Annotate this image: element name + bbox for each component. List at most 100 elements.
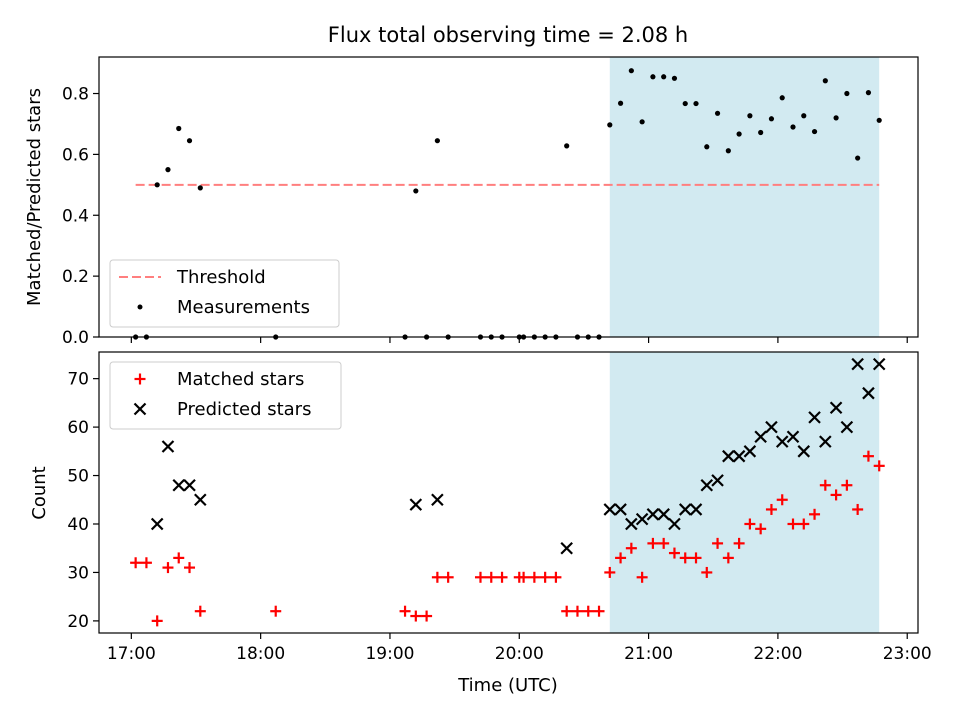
- matched-stars-point: [604, 566, 616, 578]
- matched-stars-point: [733, 537, 745, 549]
- x-tick-label: 17:00: [107, 644, 156, 664]
- legend-measurements-label: Measurements: [177, 297, 310, 318]
- matched-stars-point: [571, 605, 583, 617]
- matched-stars-point: [830, 489, 842, 501]
- x-tick-label: 20:00: [495, 644, 544, 664]
- measurement-point: [186, 138, 193, 144]
- predicted-stars-point: [851, 357, 864, 371]
- matched-stars-point: [528, 571, 540, 583]
- predicted-stars-point: [711, 474, 724, 487]
- matched-stars-point: [679, 552, 691, 564]
- matched-stars-point: [722, 552, 734, 564]
- measurement-point: [661, 74, 667, 80]
- x-axis-label: Time (UTC): [457, 675, 558, 696]
- y-tick-label: 0.4: [62, 206, 89, 226]
- count-panel: 20 30 40 50 60 70 17:00 18:00 19:00 20:00 21:00 22…: [29, 351, 932, 696]
- matched-stars-point: [151, 615, 163, 627]
- predicted-stars-point: [743, 445, 757, 458]
- x-tick-label: 18:00: [236, 644, 285, 664]
- matched-stars-point: [442, 571, 454, 583]
- predicted-stars-point: [840, 420, 854, 434]
- matched-stars-point: [399, 605, 411, 617]
- count-panel-frame: [98, 351, 919, 634]
- count-panel-ylabel: Count: [29, 466, 50, 519]
- measurement-point: [639, 119, 645, 125]
- predicted-stars-point: [150, 517, 164, 531]
- measurement-point: [434, 138, 440, 144]
- y-tick-label: 20: [67, 612, 89, 632]
- y-tick-label: 0.2: [62, 267, 89, 287]
- legend-measurements-swatch: [137, 304, 143, 310]
- measurement-point: [197, 185, 203, 191]
- matched-stars-point: [184, 562, 196, 574]
- predicted-stars-point: [700, 478, 714, 492]
- measurement-point: [564, 143, 570, 149]
- y-tick-label: 0.6: [62, 145, 89, 165]
- predicted-stars-point: [829, 401, 843, 414]
- predicted-stars-point: [797, 445, 811, 458]
- y-tick-label: 40: [67, 515, 89, 535]
- predicted-stars-point: [872, 357, 886, 371]
- ratio-panel: 0.00.20.40.60.8 Matched/Predicted stars …: [24, 56, 919, 348]
- predicted-stars-point: [689, 503, 703, 516]
- measurement-point: [607, 122, 613, 128]
- measurement-point: [714, 110, 721, 116]
- ratio-legend: Threshold Measurements: [109, 259, 340, 328]
- chart-title: Flux total observing time = 2.08 h: [328, 23, 688, 47]
- predicted-stars-point: [625, 517, 638, 531]
- predicted-stars-point: [409, 498, 423, 511]
- predicted-stars-point: [161, 440, 175, 453]
- matched-stars-point: [701, 566, 713, 578]
- matched-stars-point: [140, 557, 152, 569]
- predicted-stars-point: [722, 449, 735, 463]
- predicted-stars-point: [657, 508, 670, 521]
- matched-stars-point: [636, 571, 648, 583]
- y-tick-label: 50: [67, 467, 89, 487]
- matched-stars-point: [615, 552, 627, 564]
- measurement-point: [736, 131, 742, 137]
- measurement-point: [693, 100, 699, 107]
- measurement-point: [768, 116, 775, 122]
- predicted-stars-point: [765, 420, 778, 434]
- matched-stars-point: [668, 547, 680, 559]
- matched-stars-point: [765, 503, 777, 515]
- matched-stars-point: [819, 479, 831, 491]
- matched-stars-point: [625, 542, 637, 554]
- matched-stars-point: [873, 460, 885, 472]
- matched-stars-point: [776, 494, 788, 506]
- measurement-point: [801, 113, 807, 119]
- measurement-point: [833, 115, 839, 121]
- measurement-point: [413, 188, 419, 194]
- x-tick-label: 23:00: [883, 644, 932, 664]
- predicted-stars-point: [172, 478, 186, 492]
- matched-stars-point: [690, 552, 702, 564]
- matched-stars-point: [582, 605, 594, 617]
- measurement-point: [758, 129, 764, 136]
- predicted-stars-point: [646, 508, 660, 521]
- matched-stars-point: [518, 571, 530, 583]
- matched-stars-point: [496, 571, 508, 583]
- matched-stars-point: [841, 479, 853, 491]
- measurement-point: [154, 182, 160, 188]
- matched-stars-point: [410, 610, 422, 622]
- matched-stars-point: [162, 562, 174, 574]
- measurement-point: [779, 95, 785, 101]
- measurement-point: [844, 90, 850, 97]
- measurement-point: [650, 74, 656, 80]
- predicted-stars-point: [732, 449, 746, 463]
- matched-stars-point: [798, 518, 810, 530]
- predicted-stars-point: [603, 503, 617, 516]
- matched-stars-point: [130, 557, 142, 569]
- legend-matched-marker: [134, 373, 146, 385]
- matched-stars-point: [485, 571, 497, 583]
- predicted-stars-point: [560, 541, 573, 555]
- predicted-stars-point: [754, 430, 767, 444]
- predicted-stars-point: [775, 435, 789, 448]
- x-tick-label: 22:00: [753, 644, 802, 664]
- matched-stars-point: [270, 605, 282, 617]
- legend-matched-swatch: [134, 373, 146, 385]
- matched-stars-point: [474, 571, 486, 583]
- measurement-point: [704, 144, 710, 150]
- matched-stars-point: [862, 450, 874, 462]
- measurement-point: [682, 100, 688, 107]
